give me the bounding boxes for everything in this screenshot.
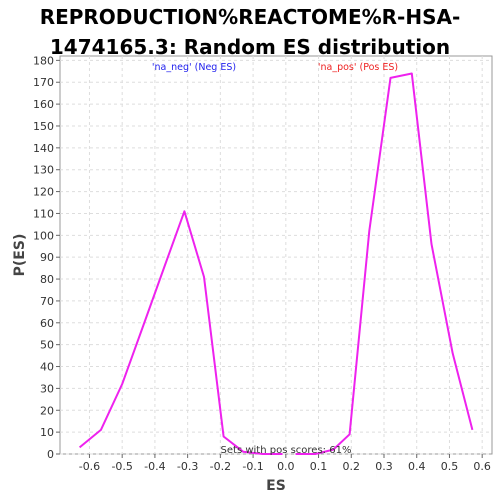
series-line-neg	[78, 210, 283, 455]
y-tick-label: 170	[33, 76, 54, 89]
y-tick-label: 120	[33, 186, 54, 199]
x-tick-label: 0.2	[343, 460, 361, 473]
y-tick-label: 0	[47, 448, 54, 461]
series-line-pos	[295, 72, 474, 455]
y-tick-label: 20	[40, 404, 54, 417]
x-tick-label: -0.5	[111, 460, 132, 473]
y-tick-label: 90	[40, 251, 54, 264]
y-tick-label: 80	[40, 273, 54, 286]
plot-area	[59, 55, 493, 455]
y-tick-label: 30	[40, 382, 54, 395]
y-tick-label: 180	[33, 54, 54, 67]
y-tick-label: 140	[33, 142, 54, 155]
grid	[60, 56, 492, 455]
chart-title-line-2: 1474165.3: Random ES distribution	[49, 35, 451, 59]
y-tick-label: 130	[33, 164, 54, 177]
y-tick-label: 60	[40, 317, 54, 330]
y-tick-label: 160	[33, 98, 54, 111]
x-tick-label: -0.2	[210, 460, 231, 473]
chart-title: REPRODUCTION%REACTOME%R-HSA- 1474165.3: …	[0, 2, 500, 62]
y-tick-label: 110	[33, 207, 54, 220]
y-tick-label: 70	[40, 295, 54, 308]
x-tick-label: 0.4	[408, 460, 426, 473]
axes: -0.6 -0.5 -0.4 -0.3 -0.2 -0.1 0.0 0.1 0.2 0.3 0.4 0…	[33, 54, 491, 473]
y-tick-label: 150	[33, 120, 54, 133]
y-tick-label: 10	[40, 426, 54, 439]
x-tick-label: -0.4	[144, 460, 165, 473]
chart-title-line-1: REPRODUCTION%REACTOME%R-HSA-	[39, 5, 461, 29]
pos-score-annotation: Sets with pos scores: 61%	[221, 445, 352, 456]
x-tick-label: -0.1	[242, 460, 263, 473]
x-tick-label: 0.0	[277, 460, 295, 473]
y-tick-label: 100	[33, 229, 54, 242]
series-lines	[78, 72, 474, 455]
y-tick-label: 40	[40, 361, 54, 374]
x-axis-title: ES	[266, 478, 286, 494]
x-tick-label: 0.5	[441, 460, 459, 473]
y-tick-label: 50	[40, 339, 54, 352]
x-tick-label: 0.3	[375, 460, 393, 473]
x-tick-label: -0.6	[79, 460, 100, 473]
x-tick-label: 0.1	[310, 460, 328, 473]
y-axis-title: P(ES)	[12, 234, 28, 277]
x-tick-label: 0.6	[473, 460, 491, 473]
legend: 'na_neg' (Neg ES) 'na_pos' (Pos ES)	[152, 62, 398, 73]
x-tick-label: -0.3	[177, 460, 198, 473]
legend-neg-label: 'na_neg' (Neg ES)	[152, 62, 236, 73]
legend-pos-label: 'na_pos' (Pos ES)	[318, 62, 398, 73]
